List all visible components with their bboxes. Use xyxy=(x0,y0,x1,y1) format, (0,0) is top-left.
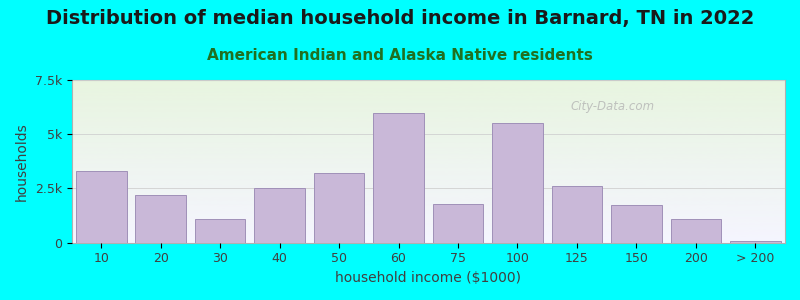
Bar xyxy=(492,123,542,243)
Bar xyxy=(433,204,483,243)
Bar xyxy=(254,188,305,243)
Bar xyxy=(552,186,602,243)
Bar xyxy=(135,195,186,243)
Text: Distribution of median household income in Barnard, TN in 2022: Distribution of median household income … xyxy=(46,9,754,28)
Y-axis label: households: households xyxy=(15,122,29,201)
Text: City-Data.com: City-Data.com xyxy=(571,100,655,112)
Bar xyxy=(730,241,781,243)
Bar xyxy=(374,112,424,243)
Bar xyxy=(314,173,364,243)
Bar xyxy=(670,219,721,243)
Bar xyxy=(76,171,126,243)
Bar xyxy=(195,219,246,243)
Bar xyxy=(611,205,662,243)
Text: American Indian and Alaska Native residents: American Indian and Alaska Native reside… xyxy=(207,48,593,63)
X-axis label: household income ($1000): household income ($1000) xyxy=(335,271,522,285)
